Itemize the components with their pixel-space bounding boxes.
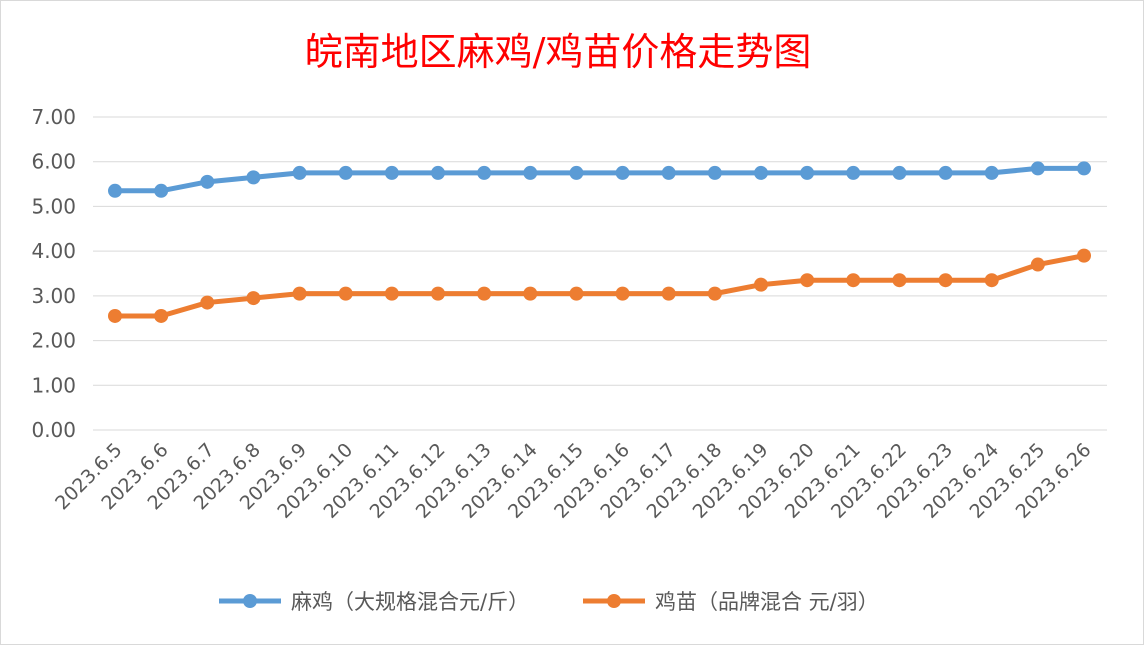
data-point <box>800 273 815 288</box>
data-point <box>661 286 676 301</box>
data-point <box>431 286 445 301</box>
y-axis-tick-labels: 0.00 1.00 2.00 3.00 4.00 5.00 6.00 7.00 <box>31 105 76 442</box>
data-point <box>246 291 261 306</box>
data-point <box>754 277 768 292</box>
data-point <box>615 286 630 301</box>
data-point <box>108 308 122 323</box>
data-point <box>431 165 445 180</box>
data-point <box>477 165 492 180</box>
series-lines <box>108 161 1091 323</box>
data-point <box>754 165 768 180</box>
data-point <box>338 165 353 180</box>
data-point <box>615 165 630 180</box>
y-tick-label: 2.00 <box>31 329 76 353</box>
series-line <box>112 253 1087 319</box>
gridlines <box>93 116 1107 431</box>
data-point <box>707 286 722 301</box>
data-point <box>384 286 399 301</box>
data-point <box>1030 161 1045 176</box>
data-point <box>1077 248 1091 263</box>
data-point <box>108 183 122 198</box>
y-tick-label: 6.00 <box>31 150 76 174</box>
legend-swatch-marker <box>243 594 257 608</box>
data-point <box>338 286 353 301</box>
y-tick-label: 1.00 <box>31 373 76 397</box>
series-line <box>112 165 1087 194</box>
data-point <box>846 165 861 180</box>
data-point <box>292 286 307 301</box>
data-point <box>661 165 676 180</box>
series-1 <box>108 248 1091 323</box>
legend-item: 鸡苗（品牌混合 元/羽） <box>583 590 879 614</box>
legend-label: 麻鸡（大规格混合元/斤） <box>291 590 529 614</box>
data-point <box>523 286 538 301</box>
data-point <box>846 273 861 288</box>
data-point <box>200 174 215 189</box>
x-axis-tick-labels: 2023.6.52023.6.62023.6.72023.6.82023.6.9… <box>51 439 1095 523</box>
data-point <box>938 165 953 180</box>
data-point <box>477 286 492 301</box>
data-point <box>938 273 953 288</box>
data-point <box>892 165 907 180</box>
data-point <box>1077 161 1091 176</box>
legend-label: 鸡苗（品牌混合 元/羽） <box>655 590 879 614</box>
data-point <box>292 165 307 180</box>
y-tick-label: 4.00 <box>31 239 76 263</box>
legend-swatch-marker <box>607 594 621 608</box>
data-point <box>200 295 215 310</box>
data-point <box>384 165 399 180</box>
legend: 麻鸡（大规格混合元/斤） 鸡苗（品牌混合 元/羽） <box>219 590 879 614</box>
y-tick-label: 7.00 <box>31 105 76 129</box>
data-point <box>246 170 261 185</box>
data-point <box>892 273 907 288</box>
y-tick-label: 3.00 <box>31 284 76 308</box>
data-point <box>569 165 584 180</box>
data-point <box>707 165 722 180</box>
y-tick-label: 5.00 <box>31 194 76 218</box>
data-point <box>984 165 999 180</box>
y-tick-label: 0.00 <box>31 418 76 442</box>
data-point <box>154 183 169 198</box>
data-point <box>569 286 584 301</box>
chart-title: 皖南地区麻鸡/鸡苗价格走势图 <box>305 30 812 74</box>
series-0 <box>108 161 1091 198</box>
data-point <box>523 165 538 180</box>
legend-item: 麻鸡（大规格混合元/斤） <box>219 590 529 614</box>
data-point <box>1030 257 1045 272</box>
data-point <box>154 308 169 323</box>
data-point <box>800 165 815 180</box>
data-point <box>984 273 999 288</box>
